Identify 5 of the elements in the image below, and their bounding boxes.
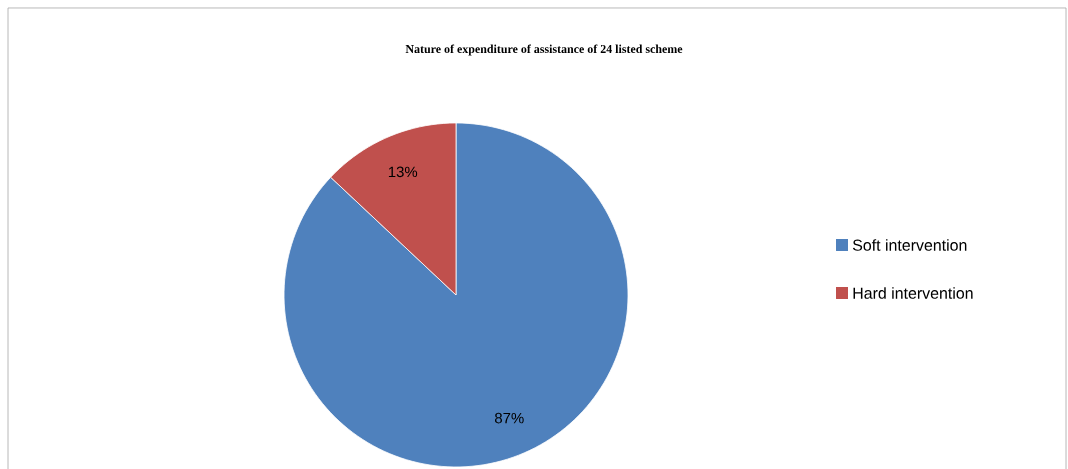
chart-title: Nature of expenditure of assistance of 24 listed scheme [405, 44, 683, 56]
data-label: 13% [388, 166, 418, 178]
legend-label: Hard intervention [853, 287, 973, 299]
legend-label: Soft intervention [852, 239, 967, 251]
data-label: 87% [494, 412, 524, 424]
